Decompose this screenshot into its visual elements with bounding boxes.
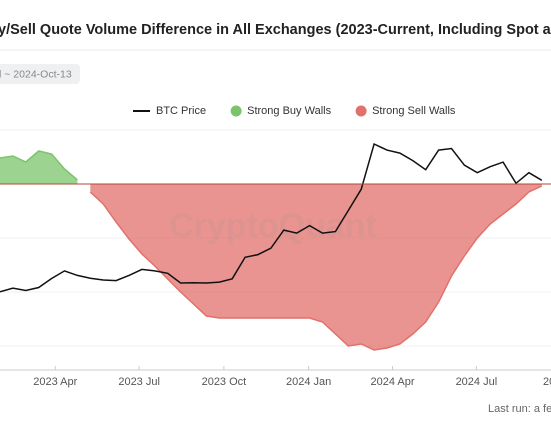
x-tick-label: 2024 Apr [370,376,414,388]
x-tick-label: 2024 Jul [456,376,498,388]
x-tick-label: 20 [543,376,551,388]
legend-swatch [230,105,242,117]
area [90,184,542,350]
x-tick-label: 2023 Jul [118,376,160,388]
x-tick-label: 2023 Oct [202,376,247,388]
date-range[interactable]: l ~ 2024-Oct-13 [0,68,72,80]
area-edge [0,150,78,181]
watermark: CryptoQuant [169,207,377,245]
area-edge [89,185,543,351]
legend-swatch [355,105,367,117]
last-run: Last run: a few [488,403,551,415]
legend-label: Strong Sell Walls [372,105,456,117]
line [0,142,543,293]
legend-label: Strong Buy Walls [247,105,331,117]
date-chip[interactable] [0,64,80,84]
legend-label: BTC Price [156,105,206,117]
chart-title: y/Sell Quote Volume Difference in All Ex… [0,22,551,38]
x-tick-label: 2023 Apr [33,376,77,388]
x-tick-label: 2024 Jan [286,376,331,388]
